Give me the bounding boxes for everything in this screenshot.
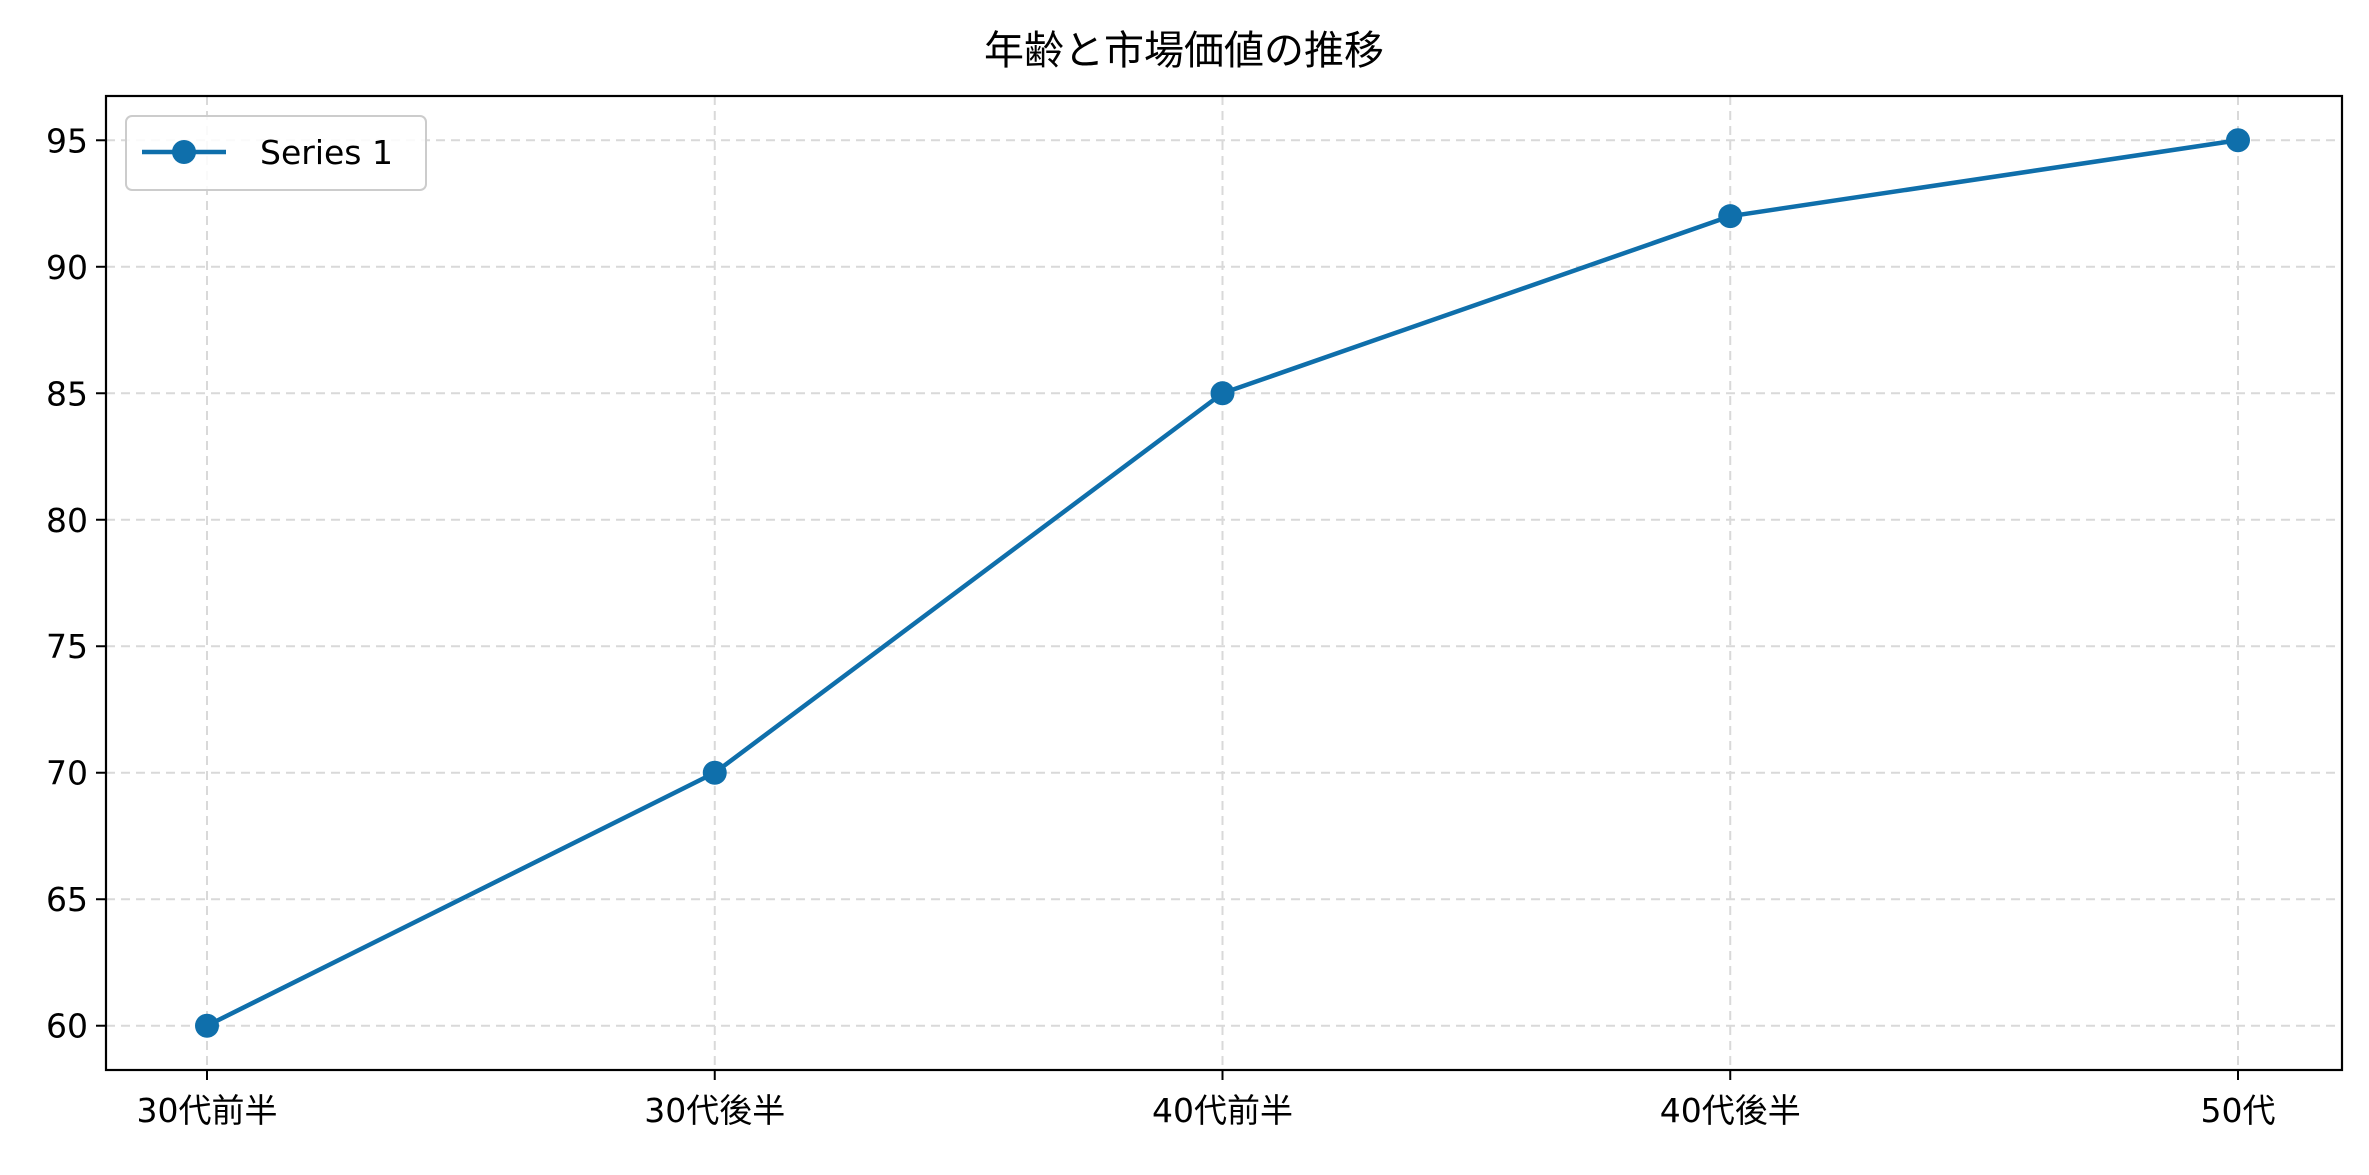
chart-title: 年齢と市場価値の推移: [984, 28, 1384, 74]
data-point: [702, 760, 727, 785]
data-point: [1210, 381, 1235, 406]
legend-label: Series 1: [260, 133, 393, 172]
y-tick-label: 85: [46, 374, 88, 413]
legend-marker-swatch: [172, 140, 196, 164]
x-tick-label: 50代: [2201, 1091, 2276, 1130]
x-tick-label: 30代前半: [137, 1091, 278, 1130]
data-point: [1718, 204, 1743, 229]
legend-box: [125, 115, 427, 191]
y-tick-label: 60: [46, 1007, 88, 1046]
x-tick-label: 40代前半: [1152, 1091, 1293, 1130]
legend: Series 1: [125, 115, 427, 191]
x-tick-label: 30代後半: [644, 1091, 785, 1130]
y-tick-label: 75: [46, 627, 88, 666]
data-point: [195, 1013, 219, 1038]
grid-lines: [106, 96, 2342, 1070]
data-point: [2226, 128, 2250, 153]
series-layer: [195, 128, 2250, 1038]
x-tick-label: 40代後半: [1660, 1091, 1801, 1130]
plot-frame: [104, 94, 2344, 1072]
y-tick-label: 90: [46, 248, 88, 287]
y-tick-label: 80: [46, 501, 88, 540]
y-tick-label: 65: [46, 880, 88, 919]
axis-ticks: 60 65 70 75 80 85 90 95 30代前半 30代後半 40代前半 40代後半 50代: [46, 121, 2276, 1130]
y-tick-label: 95: [46, 121, 88, 160]
y-tick-label: 70: [46, 754, 88, 793]
